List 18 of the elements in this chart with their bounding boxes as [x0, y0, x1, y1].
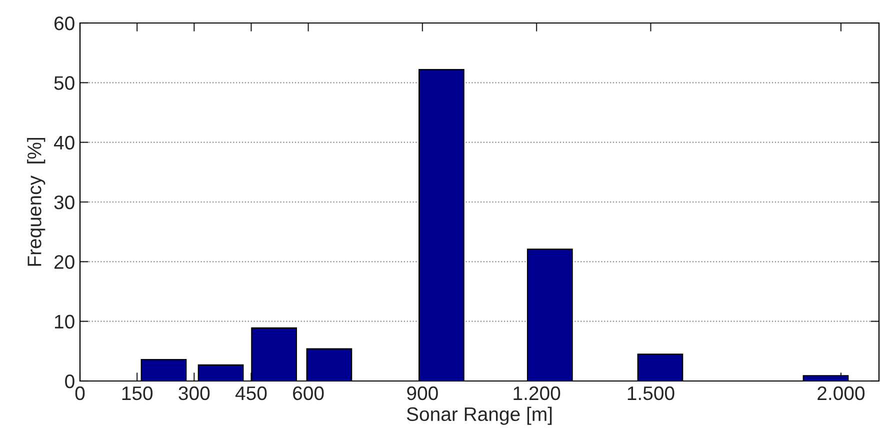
y-tick-label: 10 — [54, 314, 74, 329]
x-axis-title: Sonar Range [m] — [406, 406, 552, 425]
y-tick-label: 60 — [54, 16, 74, 30]
x-tick-label: 0 — [75, 386, 85, 400]
x-tick-label: 600 — [293, 386, 324, 400]
y-tick-label: 30 — [54, 195, 74, 210]
y-tick-label: 50 — [54, 76, 74, 90]
y-tick-label: 40 — [54, 136, 74, 150]
x-tick-label: 1.200 — [514, 386, 560, 400]
x-tick-label: 2.000 — [818, 386, 865, 400]
y-tick-label: 20 — [54, 255, 74, 269]
x-tick-label: 300 — [178, 386, 210, 400]
y-tick-label: 0 — [65, 374, 74, 388]
x-tick-label: 450 — [235, 386, 267, 400]
x-tick-label: 150 — [122, 386, 153, 400]
y-axis-title: Frequency [%] — [27, 138, 46, 266]
x-tick-label: 1.500 — [628, 386, 674, 400]
x-tick-label: 900 — [407, 386, 438, 400]
